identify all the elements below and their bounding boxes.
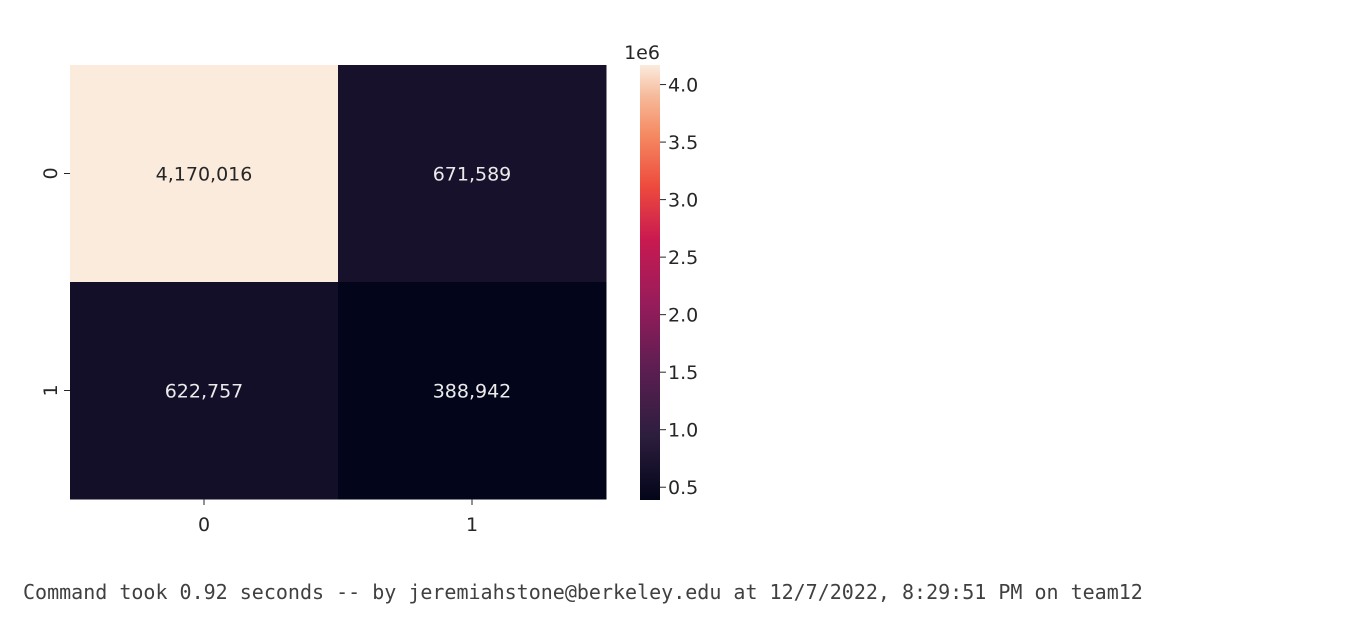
heatmap-cell-label-r0-c1: 671,589 — [433, 164, 512, 186]
colorbar-tick-label-1: 1.0 — [668, 420, 698, 442]
command-status-footer: Command took 0.92 seconds -- by jeremiah… — [23, 580, 1143, 604]
x-tick-label-0: 0 — [198, 514, 210, 536]
colorbar-tick-label-6: 3.5 — [668, 132, 698, 154]
heatmap-cell-r0-c0 — [70, 65, 339, 283]
colorbar-gradient — [640, 65, 660, 500]
heatmap-cell-r1-c1 — [338, 282, 607, 500]
x-tick-label-1: 1 — [466, 514, 478, 536]
colorbar-tick-label-5: 3.0 — [668, 190, 698, 212]
colorbar-multiplier-label: 1e6 — [624, 42, 660, 64]
colorbar: 0.5 1.0 1.5 2.0 2.5 3.0 3.5 4.0 1e6 — [624, 42, 698, 500]
colorbar-tick-label-2: 1.5 — [668, 362, 698, 384]
heatmap-cells: 4,170,016 671,589 622,757 388,942 — [70, 65, 607, 500]
heatmap-cell-label-r0-c0: 4,170,016 — [156, 164, 253, 186]
confusion-matrix-heatmap: 4,170,016 671,589 622,757 388,942 0 1 0 1 0.5 1… — [40, 42, 698, 536]
colorbar-tick-label-0: 0.5 — [668, 477, 698, 499]
colorbar-tick-label-4: 2.5 — [668, 247, 698, 269]
heatmap-cell-label-r1-c1: 388,942 — [433, 381, 512, 403]
y-tick-label-1: 1 — [40, 384, 62, 396]
colorbar-tick-label-3: 2.0 — [668, 305, 698, 327]
y-tick-label-0: 0 — [40, 167, 62, 179]
heatmap-axes: 0 1 0 1 — [40, 167, 478, 536]
colorbar-tick-label-7: 4.0 — [668, 75, 698, 97]
heatmap-cell-r1-c0 — [70, 282, 339, 500]
heatmap-cell-r0-c1 — [338, 65, 607, 283]
heatmap-cell-label-r1-c0: 622,757 — [165, 381, 244, 403]
